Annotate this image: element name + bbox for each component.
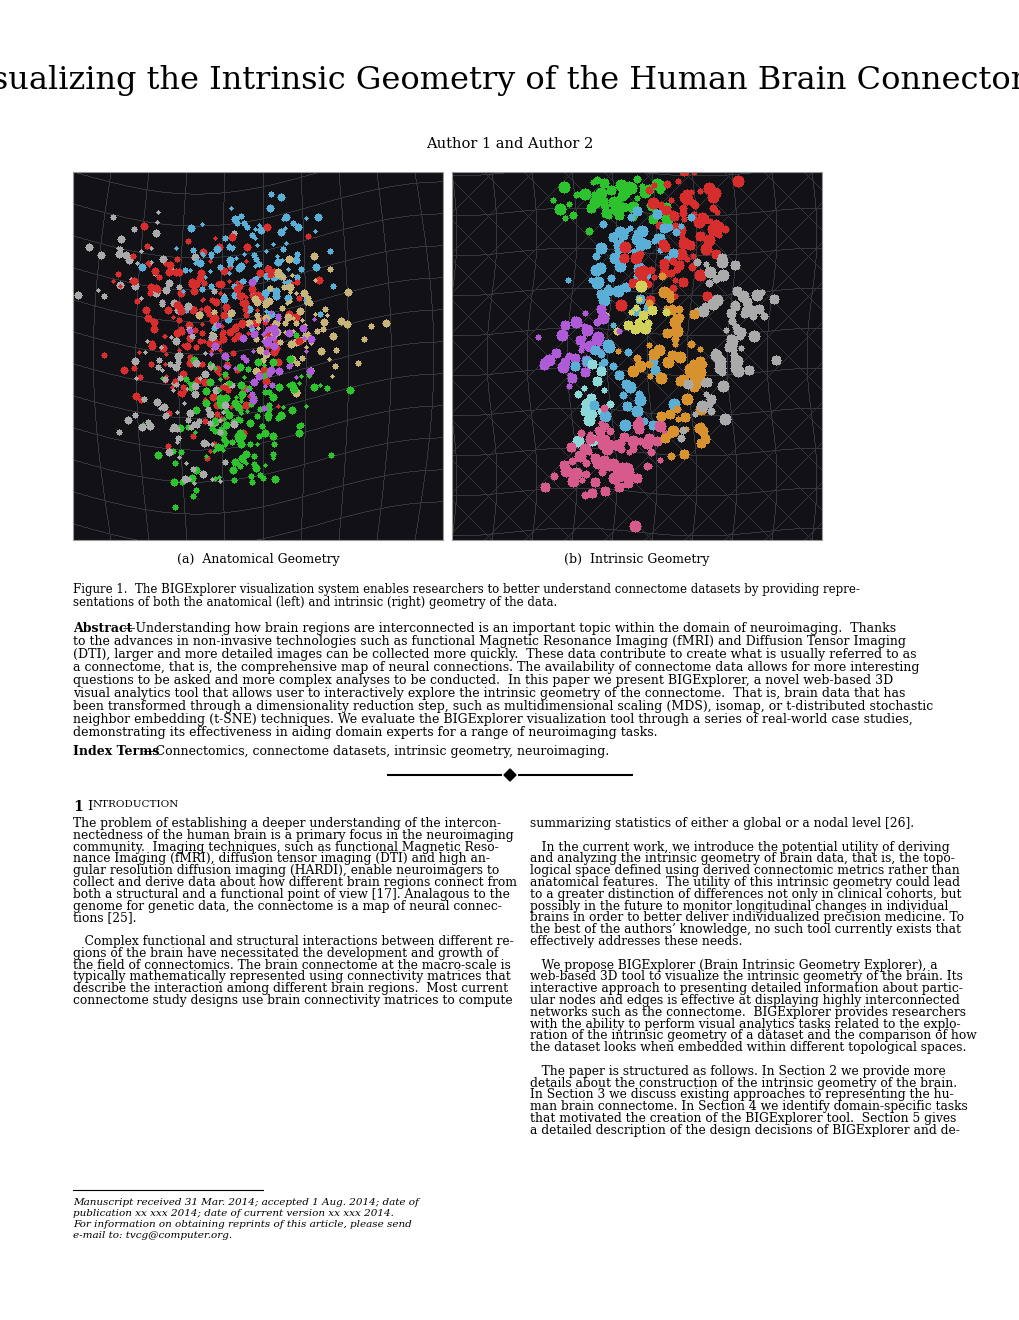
Text: e-mail to: tvcg@computer.org.: e-mail to: tvcg@computer.org. [73,1232,232,1239]
Text: demonstrating its effectiveness in aiding domain experts for a range of neuroima: demonstrating its effectiveness in aidin… [73,726,657,739]
Text: tions [25].: tions [25]. [73,911,137,924]
Text: (a)  Anatomical Geometry: (a) Anatomical Geometry [176,553,339,566]
Text: to a greater distinction of differences not only in clinical cohorts, but: to a greater distinction of differences … [530,888,961,900]
Text: The problem of establishing a deeper understanding of the intercon-: The problem of establishing a deeper und… [73,817,500,830]
Text: —Understanding how brain regions are interconnected is an important topic within: —Understanding how brain regions are int… [123,622,896,635]
Text: Abstract: Abstract [73,622,132,635]
Text: typically mathematically represented using connectivity matrices that: typically mathematically represented usi… [73,970,511,983]
Text: genome for genetic data, the connectome is a map of neural connec-: genome for genetic data, the connectome … [73,900,501,912]
Text: —Connectomics, connectome datasets, intrinsic geometry, neuroimaging.: —Connectomics, connectome datasets, intr… [143,744,608,758]
Text: and analyzing the intrinsic geometry of brain data, that is, the topo-: and analyzing the intrinsic geometry of … [530,853,954,866]
Bar [451,172,821,540]
Text: networks such as the connectome.  BIGExplorer provides researchers: networks such as the connectome. BIGExpl… [530,1006,965,1019]
Text: the dataset looks when embedded within different topological spaces.: the dataset looks when embedded within d… [530,1041,965,1055]
Text: Visualizing the Intrinsic Geometry of the Human Brain Connectome: Visualizing the Intrinsic Geometry of th… [0,65,1019,96]
Text: brains in order to better deliver individualized precision medicine. To: brains in order to better deliver indivi… [530,911,963,924]
Text: possibly in the future to monitor longitudinal changes in individual: possibly in the future to monitor longit… [530,900,948,912]
Text: collect and derive data about how different brain regions connect from: collect and derive data about how differ… [73,876,517,888]
Text: sentations of both the anatomical (left) and intrinsic (right) geometry of the d: sentations of both the anatomical (left)… [73,597,556,609]
Text: Index Terms: Index Terms [73,744,159,758]
Text: Figure 1.  The BIGExplorer visualization system enables researchers to better un: Figure 1. The BIGExplorer visualization … [73,583,859,597]
Text: a connectome, that is, the comprehensive map of neural connections. The availabi: a connectome, that is, the comprehensive… [73,661,918,675]
Text: (DTI), larger and more detailed images can be collected more quickly.  These dat: (DTI), larger and more detailed images c… [73,648,916,661]
Text: with the ability to perform visual analytics tasks related to the explo-: with the ability to perform visual analy… [530,1018,960,1031]
Text: 1: 1 [73,800,83,814]
Text: been transformed through a dimensionality reduction step, such as multidimension: been transformed through a dimensionalit… [73,700,932,713]
Text: ration of the intrinsic geometry of a dataset and the comparison of how: ration of the intrinsic geometry of a da… [530,1030,976,1043]
Text: We propose BIGExplorer (Brain Intrinsic Geometry Explorer), a: We propose BIGExplorer (Brain Intrinsic … [530,958,936,972]
Text: NTRODUCTION: NTRODUCTION [93,800,179,809]
Text: (b)  Intrinsic Geometry: (b) Intrinsic Geometry [564,553,709,566]
Text: logical space defined using derived connectomic metrics rather than: logical space defined using derived conn… [530,865,959,878]
Text: neighbor embedding (t-SNE) techniques. We evaluate the BIGExplorer visualization: neighbor embedding (t-SNE) techniques. W… [73,713,912,726]
Text: both a structural and a functional point of view [17]. Analagous to the: both a structural and a functional point… [73,888,510,900]
Text: In Section 3 we discuss existing approaches to representing the hu-: In Section 3 we discuss existing approac… [530,1089,953,1101]
Text: describe the interaction among different brain regions.  Most current: describe the interaction among different… [73,982,507,995]
Text: the best of the authors’ knowledge, no such tool currently exists that: the best of the authors’ knowledge, no s… [530,923,960,936]
Text: effectively addresses these needs.: effectively addresses these needs. [530,935,742,948]
Text: nectedness of the human brain is a primary focus in the neuroimaging: nectedness of the human brain is a prima… [73,829,514,842]
Text: gions of the brain have necessitated the development and growth of: gions of the brain have necessitated the… [73,946,498,960]
Text: the field of connectomics. The brain connectome at the macro-scale is: the field of connectomics. The brain con… [73,958,511,972]
Text: visual analytics tool that allows user to interactively explore the intrinsic ge: visual analytics tool that allows user t… [73,686,905,700]
Bar [73,172,442,540]
Text: connectome study designs use brain connectivity matrices to compute: connectome study designs use brain conne… [73,994,513,1007]
Text: nance Imaging (fMRI), diffusion tensor imaging (DTI) and high an-: nance Imaging (fMRI), diffusion tensor i… [73,853,489,866]
Text: Manuscript received 31 Mar. 2014; accepted 1 Aug. 2014; date of: Manuscript received 31 Mar. 2014; accept… [73,1199,419,1206]
Text: a detailed description of the design decisions of BIGExplorer and de-: a detailed description of the design dec… [530,1123,959,1137]
Text: I: I [87,800,93,813]
Text: In the current work, we introduce the potential utility of deriving: In the current work, we introduce the po… [530,841,949,854]
Text: anatomical features.  The utility of this intrinsic geometry could lead: anatomical features. The utility of this… [530,876,959,888]
Text: summarizing statistics of either a global or a nodal level [26].: summarizing statistics of either a globa… [530,817,913,830]
Text: to the advances in non-invasive technologies such as functional Magnetic Resonan: to the advances in non-invasive technolo… [73,635,905,648]
Text: The paper is structured as follows. In Section 2 we provide more: The paper is structured as follows. In S… [530,1065,945,1078]
Text: questions to be asked and more complex analyses to be conducted.  In this paper : questions to be asked and more complex a… [73,675,893,686]
Text: that motivated the creation of the BIGExplorer tool.  Section 5 gives: that motivated the creation of the BIGEx… [530,1111,956,1125]
Text: publication xx xxx 2014; date of current version xx xxx 2014.: publication xx xxx 2014; date of current… [73,1209,393,1218]
Text: man brain connectome. In Section 4 we identify domain-specific tasks: man brain connectome. In Section 4 we id… [530,1100,967,1113]
Text: interactive approach to presenting detailed information about partic-: interactive approach to presenting detai… [530,982,962,995]
Polygon shape [503,770,516,781]
Text: community.  Imaging techniques, such as functional Magnetic Reso-: community. Imaging techniques, such as f… [73,841,498,854]
Text: web-based 3D tool to visualize the intrinsic geometry of the brain. Its: web-based 3D tool to visualize the intri… [530,970,962,983]
Text: gular resolution diffusion imaging (HARDI), enable neuroimagers to: gular resolution diffusion imaging (HARD… [73,865,498,878]
Text: Complex functional and structural interactions between different re-: Complex functional and structural intera… [73,935,514,948]
Text: details about the construction of the intrinsic geometry of the brain.: details about the construction of the in… [530,1077,956,1089]
Text: Author 1 and Author 2: Author 1 and Author 2 [426,137,593,150]
Text: ular nodes and edges is effective at displaying highly interconnected: ular nodes and edges is effective at dis… [530,994,959,1007]
Text: For information on obtaining reprints of this article, please send: For information on obtaining reprints of… [73,1220,412,1229]
